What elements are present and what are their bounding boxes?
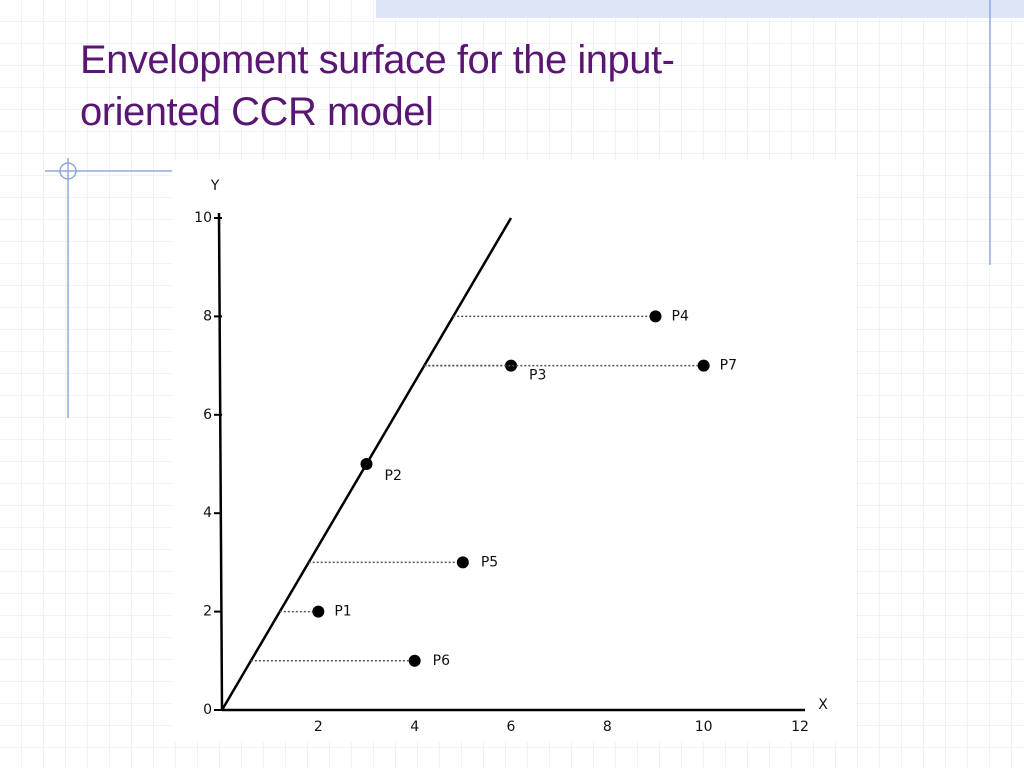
data-point (312, 605, 325, 618)
data-point (505, 359, 517, 372)
point-label: P1 (334, 604, 351, 620)
data-point (408, 654, 421, 667)
x-tick-label: 8 (603, 719, 612, 735)
y-tick-label: 6 (203, 407, 212, 423)
x-tick-label: 12 (791, 719, 809, 735)
point-label: P3 (529, 368, 546, 384)
point-label: P7 (720, 358, 737, 374)
point-label: P4 (672, 308, 689, 324)
x-tick-label: 6 (507, 719, 516, 735)
y-tick-label: 4 (203, 505, 212, 521)
x-tick-label: 4 (410, 719, 419, 735)
y-tick-label: 0 (203, 702, 212, 718)
y-axis (217, 212, 224, 711)
y-tick-label: 10 (194, 210, 212, 226)
point-label: P2 (385, 468, 402, 484)
x-axis-label: X (818, 697, 828, 713)
y-tick-label: 2 (203, 604, 212, 620)
data-point (697, 359, 710, 372)
data-point (649, 310, 662, 323)
slide-title: Envelopment surface for the input-orient… (80, 38, 675, 134)
y-tick-label: 8 (203, 308, 212, 324)
point-label: P6 (433, 653, 450, 669)
x-tick-label: 2 (314, 719, 323, 735)
data-point (360, 458, 373, 470)
point-label: P5 (481, 554, 498, 570)
y-axis-label: Y (210, 178, 220, 194)
x-tick-label: 10 (695, 719, 713, 735)
data-point (456, 556, 469, 569)
